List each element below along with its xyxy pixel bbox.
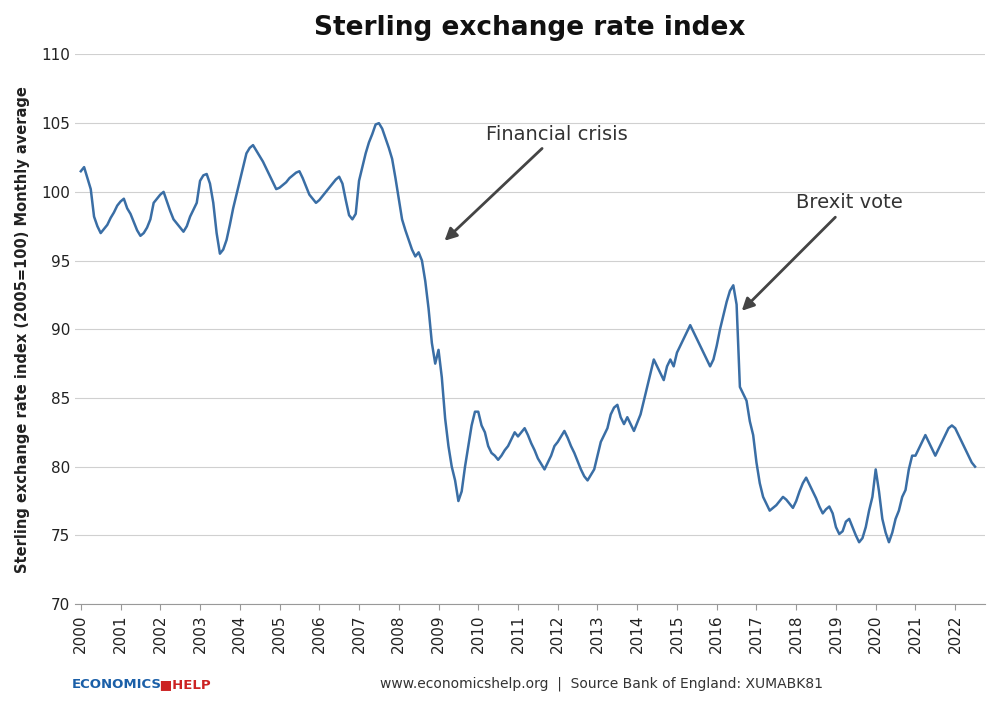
Title: Sterling exchange rate index: Sterling exchange rate index — [314, 15, 746, 41]
Text: www.economicshelp.org  |  Source Bank of England: XUMABK81: www.economicshelp.org | Source Bank of E… — [380, 677, 823, 691]
Text: ■HELP: ■HELP — [155, 679, 211, 691]
Text: Brexit vote: Brexit vote — [744, 194, 903, 309]
Text: ECONOMICS: ECONOMICS — [72, 679, 162, 691]
Y-axis label: Sterling exchange rate index (2005=100) Monthly average: Sterling exchange rate index (2005=100) … — [15, 86, 30, 573]
Text: Financial crisis: Financial crisis — [447, 124, 628, 239]
